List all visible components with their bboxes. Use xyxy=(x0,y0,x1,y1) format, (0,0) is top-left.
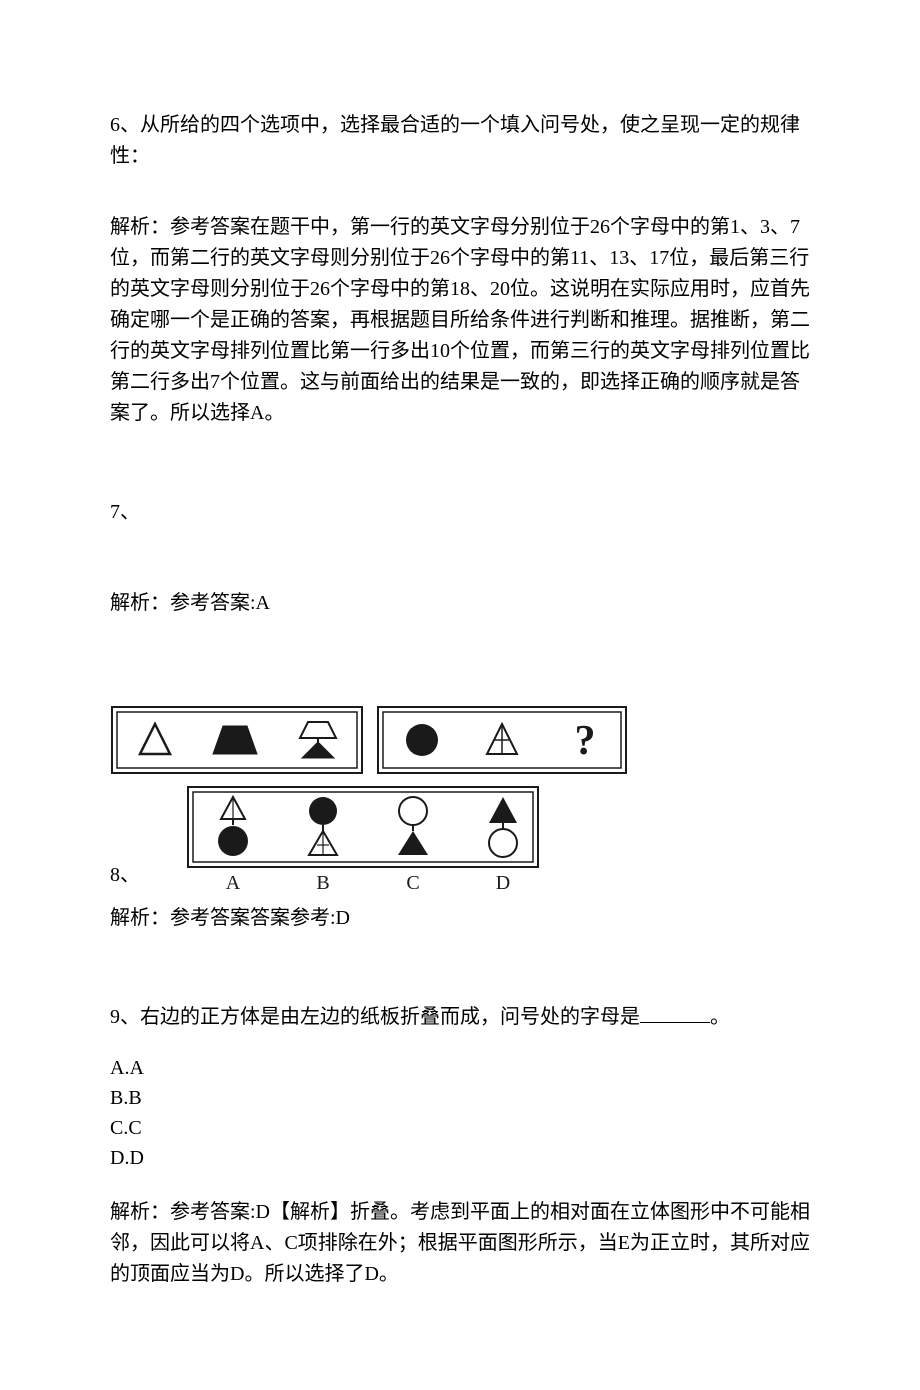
q9-analysis: 解析：参考答案:D【解析】折叠。考虑到平面上的相对面在立体图形中不可能相邻，因此… xyxy=(110,1197,810,1290)
q9-stem-pre: 9、右边的正方体是由左边的纸板折叠而成，问号处的字母是 xyxy=(110,1006,640,1028)
q8-option-label-c: C xyxy=(406,872,419,894)
question-8: ? 8、 xyxy=(110,705,810,934)
q8-option-label-a: A xyxy=(226,872,241,894)
q8-figure: ? 8、 xyxy=(110,705,810,895)
q7-analysis: 解析：参考答案:A xyxy=(110,588,810,619)
q9-option-d: D.D xyxy=(110,1143,810,1173)
question-7: 7、 解析：参考答案:A xyxy=(110,497,810,619)
q8-analysis: 解析：参考答案答案参考:D xyxy=(110,903,810,934)
q6-analysis: 解析：参考答案在题干中，第一行的英文字母分别位于26个字母中的第1、3、7位，而… xyxy=(110,212,810,429)
q9-option-b: B.B xyxy=(110,1083,810,1113)
question-6: 6、从所给的四个选项中，选择最合适的一个填入问号处，使之呈现一定的规律性： 解析… xyxy=(110,110,810,429)
q8-number: 8、 xyxy=(110,860,140,895)
q8-figure-top: ? xyxy=(110,705,630,785)
svg-text:?: ? xyxy=(575,718,596,764)
q9-stem-post: 。 xyxy=(710,1006,730,1028)
q9-blank xyxy=(640,1002,710,1023)
q8-option-label-d: D xyxy=(496,872,510,894)
q8-figure-options: A B C D xyxy=(148,785,548,895)
question-9: 9、右边的正方体是由左边的纸板折叠而成，问号处的字母是 。 A.A B.B C.C… xyxy=(110,1002,810,1290)
q9-options: A.A B.B C.C D.D xyxy=(110,1053,810,1173)
q8-option-label-b: B xyxy=(316,872,329,894)
q9-option-c: C.C xyxy=(110,1113,810,1143)
q6-stem: 6、从所给的四个选项中，选择最合适的一个填入问号处，使之呈现一定的规律性： xyxy=(110,110,810,172)
q9-stem: 9、右边的正方体是由左边的纸板折叠而成，问号处的字母是 。 xyxy=(110,1002,810,1033)
q9-option-a: A.A xyxy=(110,1053,810,1083)
q7-stem: 7、 xyxy=(110,497,810,528)
